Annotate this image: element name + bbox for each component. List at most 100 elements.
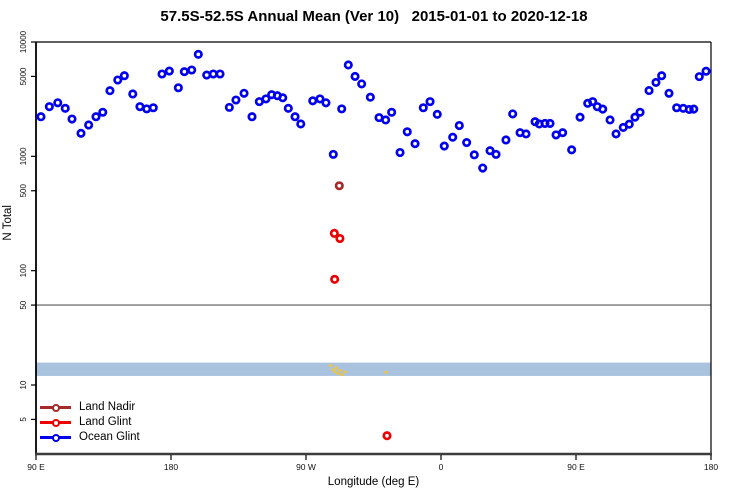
ocean-glint-point [635,107,645,117]
ocean-glint-point [462,137,472,148]
ocean-glint-point [558,128,568,138]
y-tick-label: 50 [19,300,28,309]
ocean-glint-point [545,118,555,128]
ocean-glint-point [664,88,674,98]
y-tick-label: 500 [19,184,28,198]
ocean-glint-point [315,94,325,104]
ocean-glint-point [179,67,189,77]
ocean-glint-point [357,79,367,89]
ocean-glint-point [521,129,531,139]
ocean-glint-point [432,109,442,119]
y-tick-label: 5000 [19,67,28,85]
ocean-glint-point [350,71,360,81]
land-glint-point [335,233,345,244]
ocean-glint-point [365,92,375,102]
x-tick-label: 90 E [27,462,45,472]
yellow-mark [340,373,344,377]
ocean-glint-point [491,149,501,159]
ocean-glint-point [343,60,353,70]
ocean-glint-point [283,103,293,113]
ocean-glint-point [193,49,203,59]
x-axis-title: Longitude (deg E) [327,476,420,488]
ocean-glint-point [128,89,138,99]
ocean-glint-point [98,107,108,117]
chart-title: 57.5S-52.5S Annual Mean (Ver 10) 2015-01… [160,8,588,25]
ocean-glint-point [67,114,77,124]
ocean-glint-point [588,97,598,107]
ocean-glint-point [76,128,86,138]
ocean-glint-point [694,72,704,82]
legend-label: Land Glint [79,416,132,428]
ocean-glint-point [418,103,428,113]
ocean-glint-point [278,93,288,103]
ocean-glint-point [215,69,225,79]
ocean-glint-point [337,104,347,114]
x-tick-label: 90 E [567,462,585,472]
ocean-glint-point [425,97,435,107]
ocean-glint-point [410,139,420,149]
yellow-mark [331,368,335,372]
ocean-glint-point [454,120,464,131]
yellow-mark [384,371,388,374]
yellow-mark [333,370,337,373]
legend-item-land-nadir: Land Nadir [40,400,140,415]
ocean-glint-point [173,83,183,93]
land-nadir-marker-icon [40,403,71,412]
ocean-glint-point [84,120,94,130]
ocean-glint-point [508,109,518,119]
ocean-glint-point [439,141,449,151]
ocean-glint-point [231,95,241,105]
ocean-glint-point [689,104,699,114]
x-tick-label: 180 [704,462,718,472]
land-nadir-point [334,181,344,191]
x-tick-label: 180 [164,462,178,472]
land-glint-marker-icon [40,418,71,427]
ocean-glint-point [630,112,640,122]
ocean-glint-point [651,77,661,87]
ocean-glint-point [239,88,249,98]
legend-item-land-glint: Land Glint [40,415,140,430]
land-glint-point [330,274,340,284]
legend-item-ocean-glint: Ocean Glint [40,430,140,445]
ocean-glint-point [598,104,608,114]
ocean-glint-point [296,119,306,129]
legend: Land Nadir Land Glint Ocean Glint [40,400,140,445]
ocean-glint-point [261,94,271,104]
ocean-glint-point [328,149,338,159]
x-tick-label: 90 W [296,462,316,472]
ocean-glint-point [469,150,479,160]
yellow-mark [343,370,347,374]
yellow-mark [329,364,333,367]
ocean-glint-point [164,66,174,76]
y-axis-title: N Total [2,205,14,241]
ocean-glint-point [575,112,585,122]
ocean-glint-point [395,147,405,158]
ocean-glint-point [605,115,615,125]
ocean-glint-point [381,115,391,125]
land-glint-point [382,431,392,441]
ocean-glint-point [501,135,511,145]
ocean-glint-point [611,129,621,139]
ocean-glint-point [247,112,257,122]
ocean-glint-point [448,132,458,142]
ocean-glint-point [684,104,694,115]
ocean-glint-point [485,146,495,156]
ocean-glint-point [308,96,318,106]
ocean-glint-point [105,86,115,96]
ocean-glint-point [44,102,54,112]
land-glint-point [329,228,339,238]
x-tick-label: 0 [439,462,444,472]
ocean-glint-point [387,107,397,117]
ocean-glint-point [644,86,654,96]
y-tick-label: 5 [19,417,28,422]
threshold-band [36,362,711,376]
ocean-glint-point [701,66,711,76]
ocean-glint-point [60,103,70,113]
y-tick-label: 10000 [19,30,28,53]
y-tick-label: 100 [19,263,28,277]
legend-label: Land Nadir [79,401,136,413]
ocean-glint-point [478,163,488,173]
ocean-glint-point [36,112,46,122]
y-tick-label: 10 [19,380,28,389]
